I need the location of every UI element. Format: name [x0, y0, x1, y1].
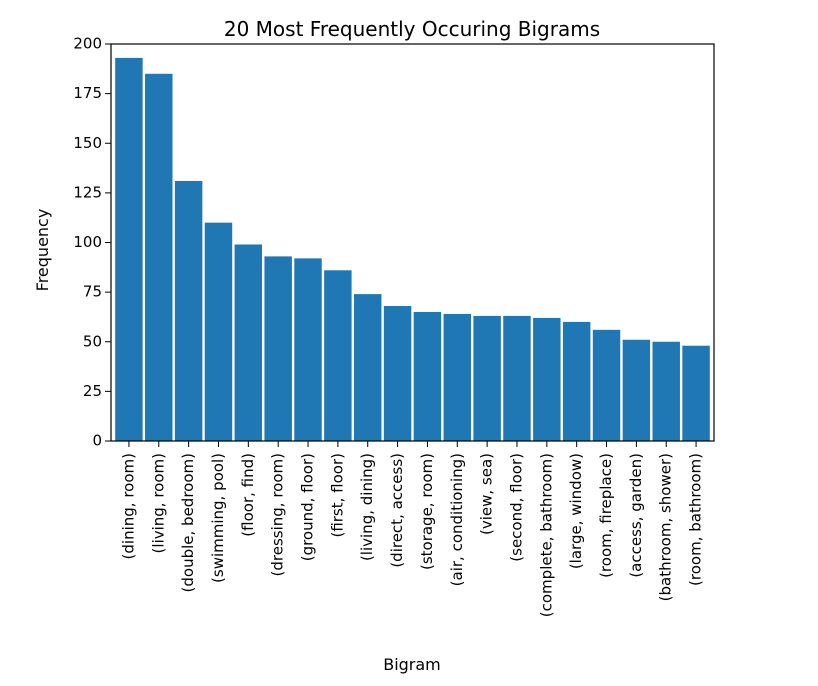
- x-tick-label: (double, bedroom): [179, 453, 197, 592]
- plot-frame: [110, 43, 715, 442]
- y-tick-label: 125: [73, 183, 102, 201]
- x-tick-label: (access, garden): [627, 453, 645, 578]
- x-tick-label: (storage, room): [418, 453, 436, 570]
- x-axis-label: Bigram: [383, 655, 441, 674]
- y-tick-label: 25: [83, 382, 102, 400]
- bars-group: [115, 57, 710, 442]
- bar: [234, 244, 263, 441]
- bar: [443, 313, 471, 441]
- y-tick-label: 100: [73, 233, 102, 251]
- bar: [622, 339, 651, 441]
- bar: [324, 270, 352, 441]
- y-tick-label: 175: [73, 84, 102, 102]
- bar: [264, 256, 292, 441]
- x-tick-label: (view, sea): [478, 453, 496, 535]
- x-tick-label: (floor, find): [239, 453, 257, 537]
- bar: [503, 315, 531, 441]
- bar: [353, 294, 382, 441]
- x-tick-label: (complete, bathroom): [537, 453, 555, 617]
- y-tick-label: 200: [73, 35, 102, 53]
- bar: [204, 222, 233, 441]
- y-axis-label: Frequency: [33, 209, 52, 292]
- y-tick-label: 75: [83, 283, 102, 301]
- x-tick-label: (first, floor): [328, 453, 346, 538]
- y-tick-label: 150: [73, 134, 102, 152]
- x-tick-label: (swimming, pool): [209, 453, 227, 583]
- bar: [115, 57, 143, 442]
- x-tick-label: (large, window): [567, 453, 585, 569]
- x-tick-label: (bathroom, shower): [657, 453, 675, 601]
- bar: [294, 258, 322, 441]
- bar: [473, 315, 501, 441]
- y-axis: 0 25 50 75 100 125 150 175 200: [73, 35, 111, 450]
- x-tick-label: (dressing, room): [269, 453, 287, 576]
- x-axis: (dining, room) (living, room) (double, bed…: [119, 441, 705, 617]
- y-tick-label: 50: [83, 332, 102, 350]
- bar: [682, 345, 710, 441]
- x-tick-label: (air, conditioning): [448, 453, 466, 586]
- bar: [533, 317, 561, 441]
- x-tick-label: (room, bathroom): [687, 453, 705, 586]
- bar: [413, 311, 442, 441]
- bar: [383, 306, 412, 441]
- x-tick-label: (direct, access): [388, 453, 406, 568]
- x-tick-label: (living, room): [149, 453, 167, 553]
- x-tick-label: (living, dining): [358, 453, 376, 561]
- y-tick-label: 0: [92, 432, 102, 450]
- x-tick-label: (room, fireplace): [597, 453, 615, 578]
- x-tick-label: (dining, room): [119, 453, 137, 559]
- chart-title: 20 Most Frequently Occuring Bigrams: [224, 17, 600, 41]
- bar: [592, 329, 621, 441]
- x-tick-label: (second, floor): [507, 453, 525, 562]
- bar: [562, 321, 591, 441]
- bar: [174, 180, 203, 441]
- bar: [652, 341, 680, 441]
- x-tick-label: (ground, floor): [299, 453, 317, 561]
- bar: [145, 73, 173, 442]
